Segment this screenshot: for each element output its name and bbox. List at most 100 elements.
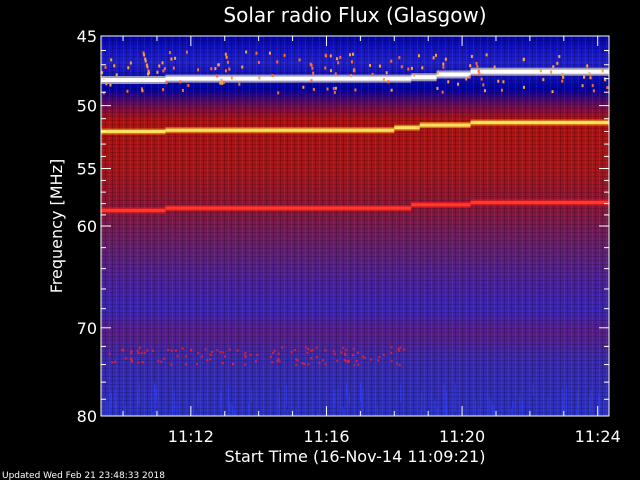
speckle [344,354,347,357]
speckle [566,386,568,413]
speckle [257,60,260,64]
speckle [581,84,584,88]
speckle [355,359,358,362]
speckle [588,72,591,76]
speckle [324,66,327,70]
speckle [248,403,250,416]
speckle [290,351,293,354]
speckle [382,353,385,356]
speckle [366,415,368,416]
speckle [475,399,477,416]
speckle [277,91,280,95]
speckle [144,57,147,61]
x-axis: 11:12 11:16 11:20 11:24 [122,36,621,446]
speckle [351,52,354,56]
speckle [589,76,592,80]
speckle [421,66,424,70]
speckle [532,383,534,396]
speckle [192,410,194,416]
speckle [378,64,381,68]
speckle [249,353,252,356]
speckle [329,69,332,73]
speckle [446,406,448,416]
emission-band [470,200,609,204]
speckle [136,349,139,352]
speckle [195,363,198,366]
speckle [278,412,280,416]
speckle [535,412,537,416]
speckle [277,352,280,355]
chart-title: Solar radio Flux (Glasgow) [223,3,486,27]
speckle [287,410,289,416]
speckle [434,399,436,416]
y-axis-label: Frequency [MHz] [47,159,66,293]
speckle [599,397,601,411]
speckle [357,363,360,366]
speckle [337,387,339,412]
speckle [145,63,148,67]
speckle [420,390,422,416]
speckle [576,411,578,416]
speckle [454,382,456,413]
speckle [390,88,393,92]
speckle [283,53,286,57]
y-tick-label: 55 [77,160,97,179]
speckle [162,88,165,92]
speckle [561,72,564,76]
emission-band [470,69,609,74]
speckle [168,412,170,416]
speckle [345,360,348,363]
speckle [349,53,352,57]
speckle [390,360,393,363]
speckle [378,356,381,359]
speckle [197,68,200,72]
speckle [230,76,233,80]
speckle [480,77,483,81]
speckle [187,83,190,87]
emission-bands [101,67,609,214]
speckle [276,360,279,363]
speckle [519,395,521,416]
speckle [124,357,127,360]
speckle [146,72,149,76]
speckle [141,89,144,93]
speckle [591,84,594,88]
speckle [293,349,296,352]
speckle [552,65,555,69]
speckle [332,350,335,353]
speckle [174,56,177,60]
speckle [324,53,327,57]
speckle [312,71,315,75]
speckle [521,402,523,416]
speckle [160,360,163,363]
speckle [304,346,307,349]
speckle [175,402,177,416]
speckle [131,360,134,363]
speckle [356,351,359,354]
speckle [483,89,486,93]
speckle [362,355,365,358]
speckle [296,359,299,362]
speckle [197,352,200,355]
speckle [385,71,388,75]
speckle [127,66,130,70]
speckle [179,80,182,84]
speckle [114,389,116,407]
interference-speckles [101,50,609,416]
speckle [302,85,305,89]
speckle [184,363,187,366]
speckle [224,355,227,358]
speckle [244,363,247,366]
speckle [606,86,609,90]
speckle [229,402,231,416]
speckle [225,55,228,59]
emission-band [411,75,437,80]
speckle [434,53,437,57]
speckle [224,52,227,56]
speckle [488,396,490,416]
speckle [318,362,321,365]
speckle [232,405,234,416]
emission-band [394,126,420,130]
speckle [278,400,280,416]
speckle [172,66,175,70]
